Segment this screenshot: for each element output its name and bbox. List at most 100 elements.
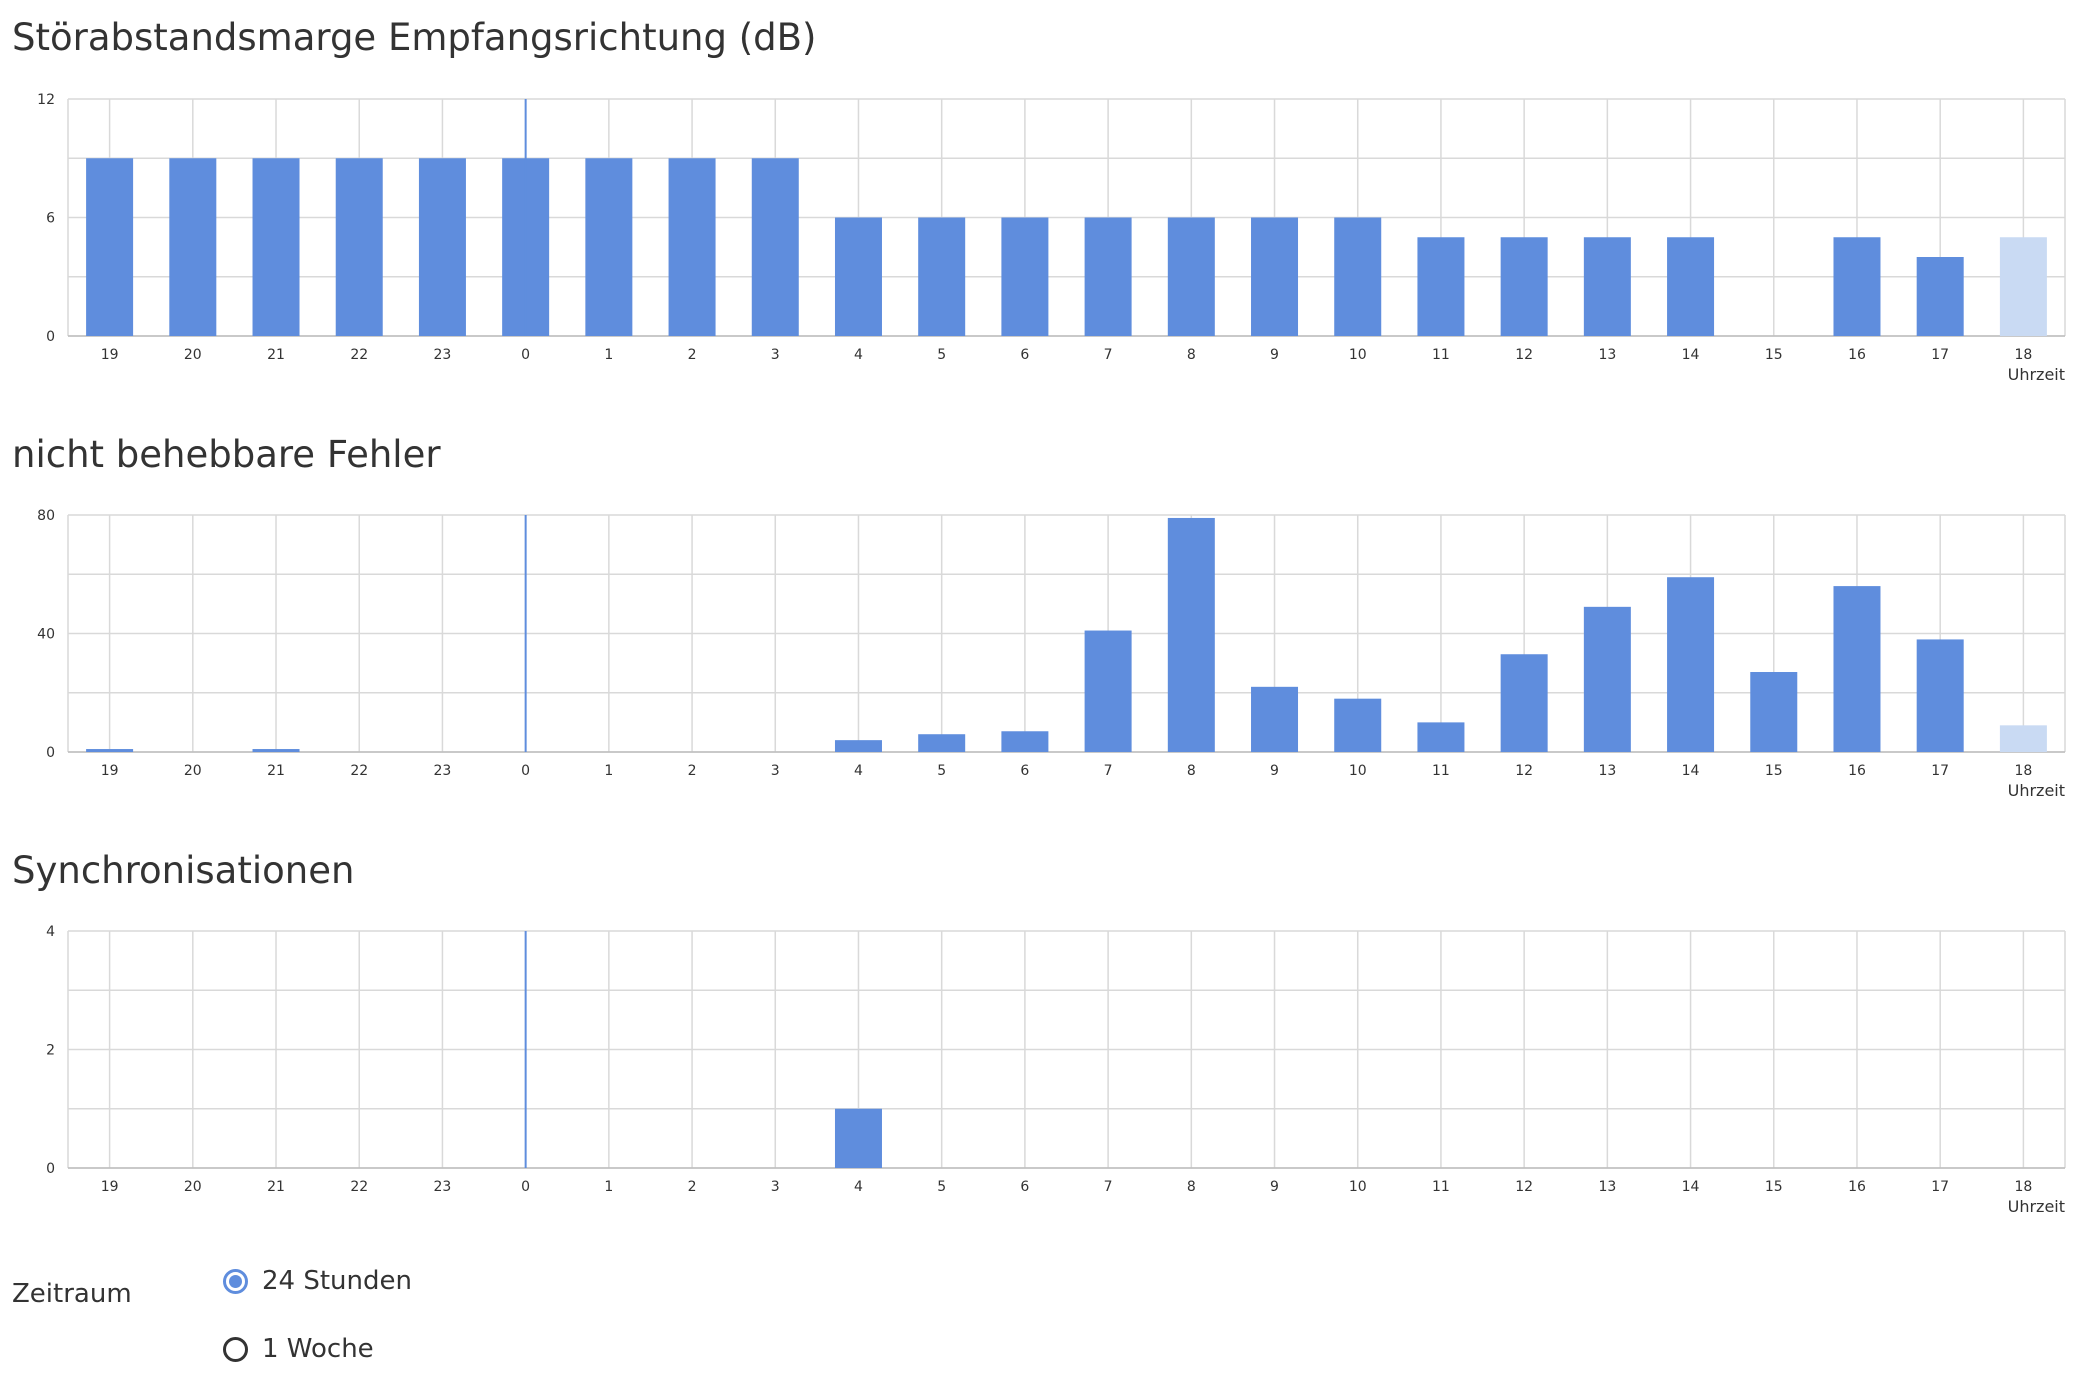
y-tick-label: 0 — [46, 745, 55, 761]
radio-24-hours[interactable]: 24 Stunden — [223, 1266, 412, 1296]
x-tick-label: 16 — [1848, 347, 1866, 363]
period-label: Zeitraum — [12, 1279, 132, 1309]
bar — [169, 158, 217, 336]
x-tick-label: 4 — [854, 763, 863, 779]
bar — [668, 158, 716, 336]
x-tick-label: 11 — [1432, 1179, 1450, 1195]
radio-1-week[interactable]: 1 Woche — [223, 1334, 374, 1364]
x-tick-label: 17 — [1931, 347, 1949, 363]
bar — [1084, 630, 1132, 752]
y-tick-label: 0 — [46, 329, 55, 345]
bar — [86, 749, 134, 752]
x-tick-label: 14 — [1682, 763, 1700, 779]
x-tick-label: 2 — [688, 763, 697, 779]
x-tick-label: 15 — [1765, 1179, 1783, 1195]
bar — [1833, 237, 1881, 336]
chart-title: nicht behebbare Fehler — [12, 433, 441, 476]
x-tick-label: 1 — [604, 347, 613, 363]
x-tick-label: 19 — [101, 347, 119, 363]
x-tick-label: 9 — [1270, 1179, 1279, 1195]
x-tick-label: 19 — [101, 763, 119, 779]
x-tick-label: 0 — [521, 1179, 530, 1195]
x-tick-label: 20 — [184, 763, 202, 779]
y-tick-label: 0 — [46, 1161, 55, 1177]
x-tick-label: 15 — [1765, 347, 1783, 363]
bar — [1916, 257, 1964, 336]
bar — [1084, 217, 1132, 336]
x-tick-label: 16 — [1848, 1179, 1866, 1195]
chart-title: Synchronisationen — [12, 849, 355, 892]
x-tick-label: 11 — [1432, 763, 1450, 779]
y-tick-label: 6 — [46, 211, 55, 227]
x-tick-label: 12 — [1515, 763, 1533, 779]
bar — [1251, 686, 1299, 752]
bar — [1167, 217, 1215, 336]
x-tick-label: 18 — [2014, 763, 2032, 779]
x-axis-label: Uhrzeit — [2008, 1197, 2065, 1216]
x-tick-label: 23 — [434, 763, 452, 779]
x-tick-label: 5 — [937, 1179, 946, 1195]
x-tick-label: 7 — [1104, 1179, 1113, 1195]
bar — [86, 158, 134, 336]
bar — [1500, 654, 1548, 752]
x-tick-label: 5 — [937, 347, 946, 363]
radio-checked-icon[interactable] — [223, 1268, 248, 1294]
x-tick-label: 15 — [1765, 763, 1783, 779]
x-tick-label: 12 — [1515, 347, 1533, 363]
bar — [335, 158, 383, 336]
x-tick-label: 13 — [1598, 347, 1616, 363]
bar — [1583, 606, 1631, 752]
x-tick-label: 22 — [350, 347, 368, 363]
x-tick-label: 7 — [1104, 763, 1113, 779]
x-tick-label: 1 — [604, 763, 613, 779]
bar — [585, 158, 633, 336]
chart-title: Störabstandsmarge Empfangsrichtung (dB) — [12, 16, 817, 59]
radio-unchecked-icon[interactable] — [223, 1336, 248, 1362]
x-tick-label: 19 — [101, 1179, 119, 1195]
x-tick-label: 23 — [434, 347, 452, 363]
x-tick-label: 0 — [521, 763, 530, 779]
x-tick-label: 20 — [184, 347, 202, 363]
bar — [1999, 237, 2047, 336]
bar — [1500, 237, 1548, 336]
x-tick-label: 4 — [854, 1179, 863, 1195]
x-tick-label: 8 — [1187, 763, 1196, 779]
bar — [834, 740, 882, 752]
x-tick-label: 22 — [350, 763, 368, 779]
bar — [1417, 722, 1465, 752]
x-axis-label: Uhrzeit — [2008, 781, 2065, 800]
bar — [1001, 731, 1049, 752]
x-tick-label: 10 — [1349, 347, 1367, 363]
bar — [1833, 586, 1881, 752]
y-tick-label: 2 — [46, 1043, 55, 1059]
x-tick-label: 6 — [1020, 347, 1029, 363]
x-tick-label: 12 — [1515, 1179, 1533, 1195]
x-tick-label: 10 — [1349, 1179, 1367, 1195]
bar — [1916, 639, 1964, 752]
x-tick-label: 23 — [434, 1179, 452, 1195]
y-tick-label: 80 — [37, 508, 55, 524]
x-tick-label: 21 — [267, 763, 285, 779]
x-axis-label: Uhrzeit — [2008, 365, 2065, 384]
bar — [1001, 217, 1049, 336]
bar — [834, 217, 882, 336]
x-tick-label: 7 — [1104, 347, 1113, 363]
bar — [918, 217, 966, 336]
bar — [1750, 672, 1798, 752]
bar — [751, 158, 799, 336]
x-tick-label: 14 — [1682, 347, 1700, 363]
x-tick-label: 3 — [771, 763, 780, 779]
x-tick-label: 2 — [688, 347, 697, 363]
bar — [1583, 237, 1631, 336]
x-tick-label: 9 — [1270, 763, 1279, 779]
x-tick-label: 11 — [1432, 347, 1450, 363]
bar — [418, 158, 466, 336]
x-tick-label: 13 — [1598, 763, 1616, 779]
x-tick-label: 21 — [267, 1179, 285, 1195]
x-tick-label: 6 — [1020, 763, 1029, 779]
x-tick-label: 0 — [521, 347, 530, 363]
x-tick-label: 20 — [184, 1179, 202, 1195]
